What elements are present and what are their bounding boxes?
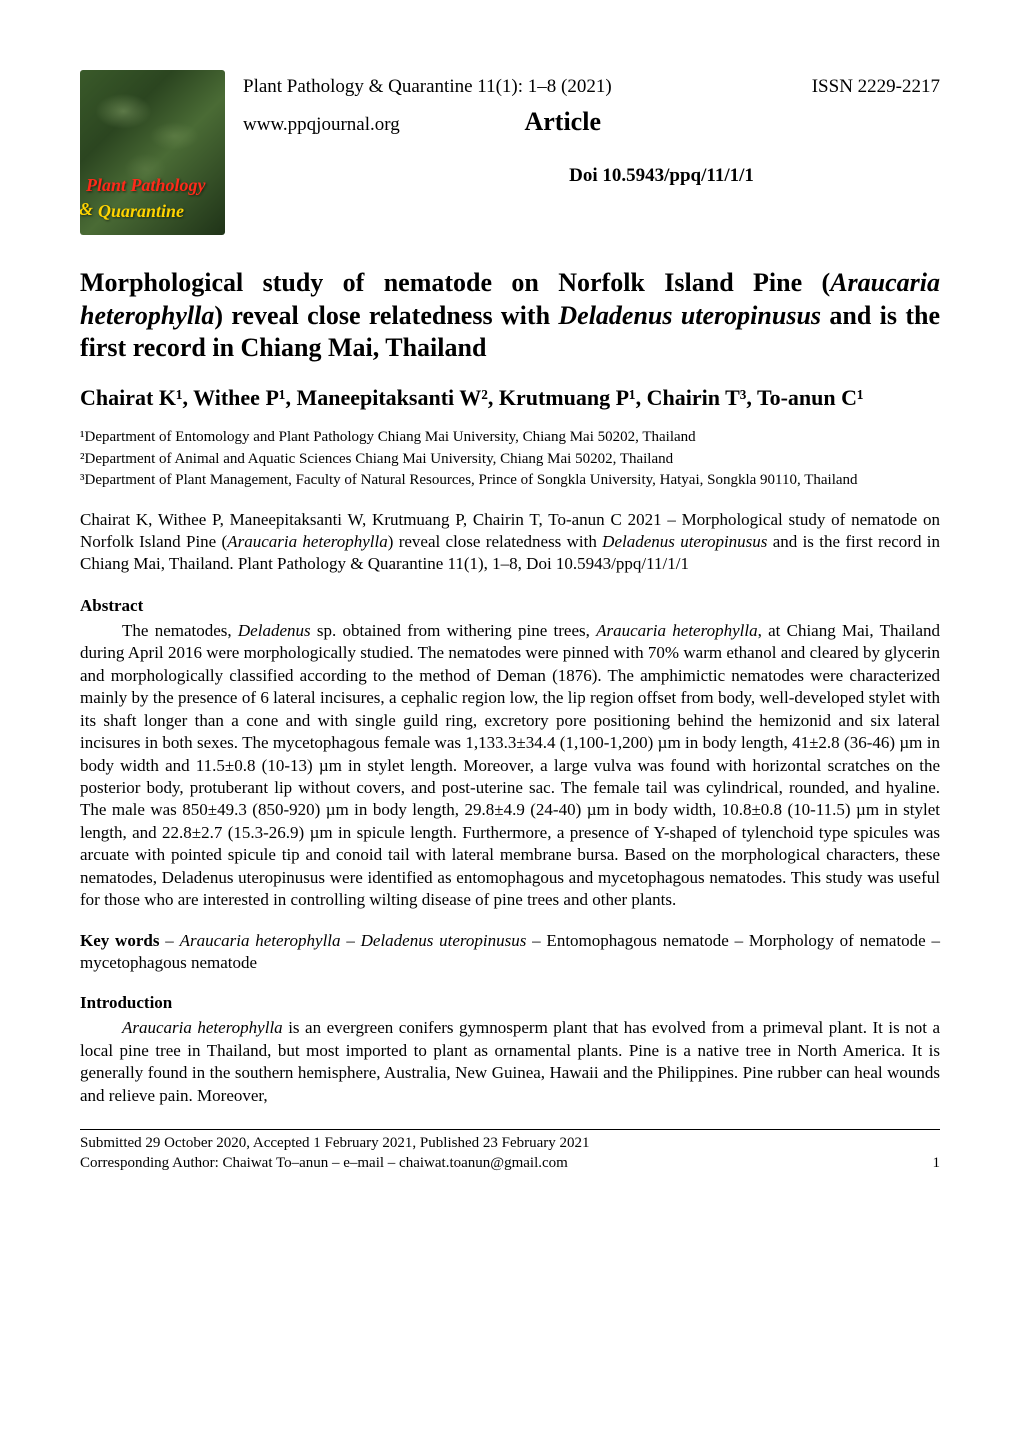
- title-species-2: Deladenus uteropinusus: [558, 301, 821, 330]
- citation-species-2: Deladenus uteropinusus: [602, 532, 767, 551]
- header-text-block: Plant Pathology & Quarantine 11(1): 1–8 …: [243, 70, 940, 188]
- journal-line-1: Plant Pathology & Quarantine 11(1): 1–8 …: [243, 74, 940, 100]
- abs-i2: Araucaria heterophylla: [596, 621, 757, 640]
- journal-line-2: www.ppqjournal.org Article: [243, 104, 940, 139]
- keywords: Key words – Araucaria heterophylla – Del…: [80, 930, 940, 975]
- journal-url: www.ppqjournal.org: [243, 114, 400, 135]
- page-number: 1: [933, 1154, 941, 1174]
- footer: Submitted 29 October 2020, Accepted 1 Fe…: [80, 1134, 940, 1173]
- introduction-body: Araucaria heterophylla is an evergreen c…: [80, 1017, 940, 1107]
- doi: Doi 10.5943/ppq/11/1/1: [383, 163, 940, 189]
- kw-sep-2: –: [341, 931, 361, 950]
- journal-name-issue: Plant Pathology & Quarantine 11(1): 1–8 …: [243, 74, 612, 100]
- logo-ampersand: &: [80, 197, 93, 221]
- affiliation-1: ¹Department of Entomology and Plant Path…: [80, 428, 940, 448]
- kw-i2: Deladenus uteropinusus: [361, 931, 527, 950]
- paper-title: Morphological study of nematode on Norfo…: [80, 267, 940, 365]
- introduction-heading: Introduction: [80, 992, 940, 1015]
- abstract-heading: Abstract: [80, 595, 940, 618]
- affiliation-2: ²Department of Animal and Aquatic Scienc…: [80, 450, 940, 470]
- abs-i1: Deladenus: [238, 621, 317, 640]
- authors: Chairat K¹, Withee P¹, Maneepitaksanti W…: [80, 383, 940, 413]
- footer-submitted: Submitted 29 October 2020, Accepted 1 Fe…: [80, 1134, 590, 1154]
- intro-i1: Araucaria heterophylla: [122, 1018, 283, 1037]
- footer-corresponding: Corresponding Author: Chaiwat To–anun – …: [80, 1154, 590, 1174]
- abstract-body: The nematodes, Deladenus sp. obtained fr…: [80, 620, 940, 912]
- title-mid: ) reveal close relatedness with: [214, 301, 558, 330]
- journal-issn: ISSN 2229-2217: [812, 74, 940, 100]
- citation-species-1: Araucaria heterophylla: [227, 532, 388, 551]
- footer-left: Submitted 29 October 2020, Accepted 1 Fe…: [80, 1134, 590, 1173]
- affiliation-3: ³Department of Plant Management, Faculty…: [80, 471, 940, 491]
- abs-t1: The nematodes,: [122, 621, 238, 640]
- article-label: Article: [524, 107, 601, 136]
- kw-sep-1: –: [159, 931, 179, 950]
- abs-t3: , at Chiang Mai, Thailand during April 2…: [80, 621, 940, 909]
- logo-line2: Quarantine: [98, 199, 184, 223]
- journal-logo: Plant Pathology & Quarantine: [80, 70, 225, 235]
- title-pre: Morphological study of nematode on Norfo…: [80, 268, 830, 297]
- footer-rule: [80, 1129, 940, 1130]
- kw-i1: Araucaria heterophylla: [180, 931, 341, 950]
- citation: Chairat K, Withee P, Maneepitaksanti W, …: [80, 509, 940, 575]
- header: Plant Pathology & Quarantine Plant Patho…: [80, 70, 940, 235]
- affiliations: ¹Department of Entomology and Plant Path…: [80, 428, 940, 491]
- citation-text-2: ) reveal close relatedness with: [388, 532, 602, 551]
- abs-t2: sp. obtained from withering pine trees,: [317, 621, 596, 640]
- keywords-lead: Key words: [80, 931, 159, 950]
- logo-line1: Plant Pathology: [86, 173, 206, 197]
